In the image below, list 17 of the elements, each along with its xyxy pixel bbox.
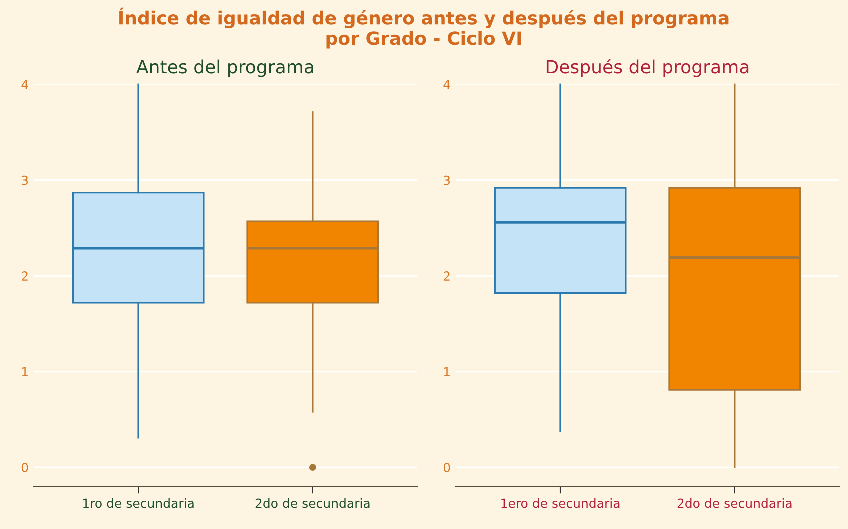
- y-tick-label: 2: [444, 272, 450, 281]
- y-tick-label: 3: [22, 176, 28, 186]
- x-tick-label: 2do de secundaria: [678, 498, 792, 508]
- x-tick-label: 1ro de secundaria: [84, 498, 194, 508]
- x-tick-label: 1ero de secundaria: [502, 498, 620, 508]
- chart-title: Índice de igualdad de género antes y después del programa por Grado - Ciclo VI: [120, 8, 729, 49]
- y-tick-label: 1: [22, 367, 28, 377]
- y-tick-label: 2: [22, 272, 28, 281]
- y-tick-label: 4: [22, 80, 28, 90]
- y-tick-label: 4: [444, 80, 450, 90]
- x-tick-label: 2do de secundaria: [256, 498, 370, 508]
- y-tick-label: 0: [444, 463, 450, 472]
- chart-subtitle: Después del programa: [546, 59, 749, 78]
- y-tick-label: 1: [444, 367, 450, 377]
- y-tick-label: 3: [444, 176, 450, 186]
- y-tick-label: 0: [22, 463, 28, 472]
- chart-subtitle: Antes del programa: [136, 60, 314, 78]
